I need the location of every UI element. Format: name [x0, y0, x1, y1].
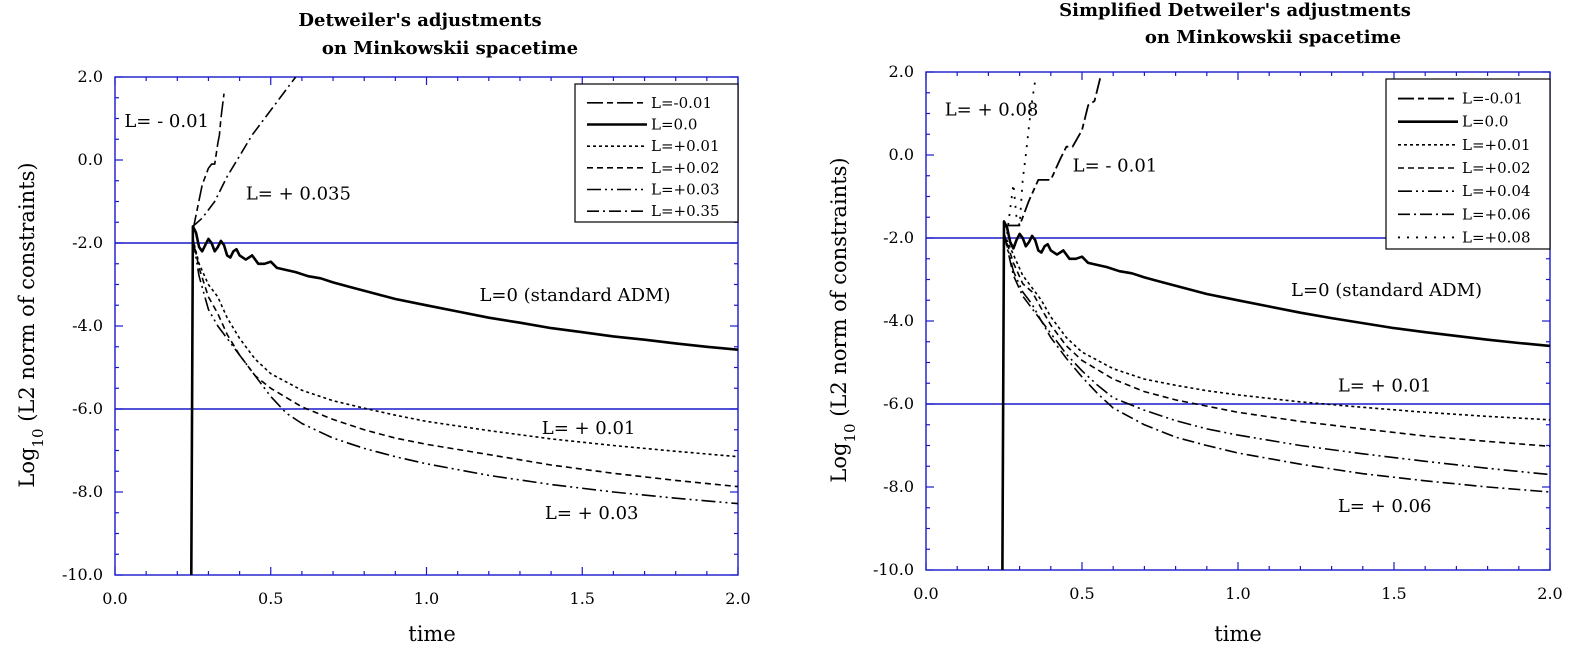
series-line	[190, 225, 738, 575]
legend-box	[574, 83, 739, 223]
chart-title-line-2: on Minkowskii spacetime	[1145, 27, 1401, 48]
y-tick-label: -8.0	[72, 482, 103, 501]
chart-left: Detweiler's adjustments on Minkowskii sp…	[15, 10, 751, 646]
chart-title-line-2: on Minkowskii spacetime	[322, 38, 578, 59]
series-line	[1003, 233, 1550, 448]
y-tick-label: -10.0	[62, 565, 103, 584]
chart-right: Simplified Detweiler's adjustments on Mi…	[827, 0, 1563, 646]
series-line	[1003, 233, 1550, 493]
x-tick-label: 2.0	[1537, 584, 1562, 603]
y-tick-label: -6.0	[72, 399, 103, 418]
series-annotation: L= - 0.01	[124, 111, 209, 132]
legend-box	[1385, 78, 1551, 250]
legend-label: L=+0.01	[651, 137, 720, 155]
series-annotation: L=0 (standard ADM)	[479, 285, 670, 306]
series-annotation: L= + 0.01	[1338, 376, 1432, 397]
y-tick-label: -2.0	[883, 228, 914, 247]
series-group	[190, 77, 738, 575]
legend-label: L=+0.02	[651, 159, 720, 177]
series-annotation: L=0 (standard ADM)	[1291, 280, 1482, 301]
series-line	[1004, 75, 1102, 227]
y-axis-label: Log10 (L2 norm of constraints)	[827, 157, 859, 482]
legend-label: L=+0.04	[1462, 182, 1531, 200]
legend-label: L=+0.35	[651, 202, 720, 220]
y-tick-label: -4.0	[883, 311, 914, 330]
series-annotation: L= - 0.01	[1073, 156, 1158, 177]
legend-label: L=0.0	[1462, 113, 1508, 131]
x-tick-label: 1.0	[1225, 584, 1250, 603]
series-line	[192, 77, 297, 227]
y-tick-label: -8.0	[883, 477, 914, 496]
y-axis-label: Log10 (L2 norm of constraints)	[15, 162, 47, 487]
chart-title-line-1: Detweiler's adjustments	[298, 10, 541, 31]
y-tick-label: 0.0	[889, 145, 914, 164]
legend-label: L=+0.02	[1462, 159, 1531, 177]
legend-label: L=+0.01	[1462, 136, 1531, 154]
series-line	[192, 238, 738, 488]
series-annotation: L= + 0.035	[246, 183, 351, 204]
series-line	[192, 238, 738, 505]
series-group	[1001, 75, 1550, 570]
series-line	[1003, 233, 1550, 421]
y-tick-label: -2.0	[72, 233, 103, 252]
series-line	[192, 238, 738, 458]
x-tick-label: 0.5	[1069, 584, 1094, 603]
x-tick-label: 1.0	[414, 589, 439, 608]
y-tick-label: -10.0	[873, 560, 914, 579]
y-tick-label: -4.0	[72, 316, 103, 335]
series-line	[1003, 233, 1550, 476]
x-axis-label: time	[408, 622, 456, 646]
x-tick-label: 0.0	[102, 589, 127, 608]
series-line	[192, 93, 225, 231]
chart-title-line-1: Simplified Detweiler's adjustments	[1059, 0, 1411, 21]
series-annotation: L= + 0.01	[542, 418, 636, 439]
x-tick-label: 1.5	[570, 589, 595, 608]
legend: L=-0.01 L=0.0 L=+0.01 L=+0.02 L=+0.04 L=+0.06…	[1385, 78, 1551, 250]
x-tick-label: 2.0	[725, 589, 750, 608]
series-annotation: L= + 0.06	[1338, 496, 1432, 517]
legend-label: L=-0.01	[1462, 90, 1523, 108]
x-tick-label: 1.5	[1381, 584, 1406, 603]
series-annotation: L= + 0.03	[545, 503, 639, 524]
x-axis-label: time	[1214, 622, 1262, 646]
legend-label: L=+0.08	[1462, 228, 1531, 246]
legend-label: L=+0.03	[651, 181, 720, 199]
legend-label: L=0.0	[651, 116, 697, 134]
legend-label: L=-0.01	[651, 94, 712, 112]
series-annotation: L= + 0.08	[945, 100, 1039, 121]
series-line	[1001, 220, 1550, 570]
x-tick-label: 0.0	[913, 584, 938, 603]
plot-area: 0.0 0.5 1.0 1.5 2.0 2.0 0.0 -2.0 -4.0 -6.0 -8.0 -10…	[62, 67, 751, 608]
x-tick-label: 0.5	[258, 589, 283, 608]
y-tick-label: 2.0	[889, 62, 914, 81]
y-tick-label: -6.0	[883, 394, 914, 413]
y-tick-label: 2.0	[78, 67, 103, 86]
legend-label: L=+0.06	[1462, 205, 1531, 223]
y-tick-label: 0.0	[78, 150, 103, 169]
legend: L=-0.01 L=0.0 L=+0.01 L=+0.02 L=+0.03 L=+0.35	[574, 83, 739, 223]
